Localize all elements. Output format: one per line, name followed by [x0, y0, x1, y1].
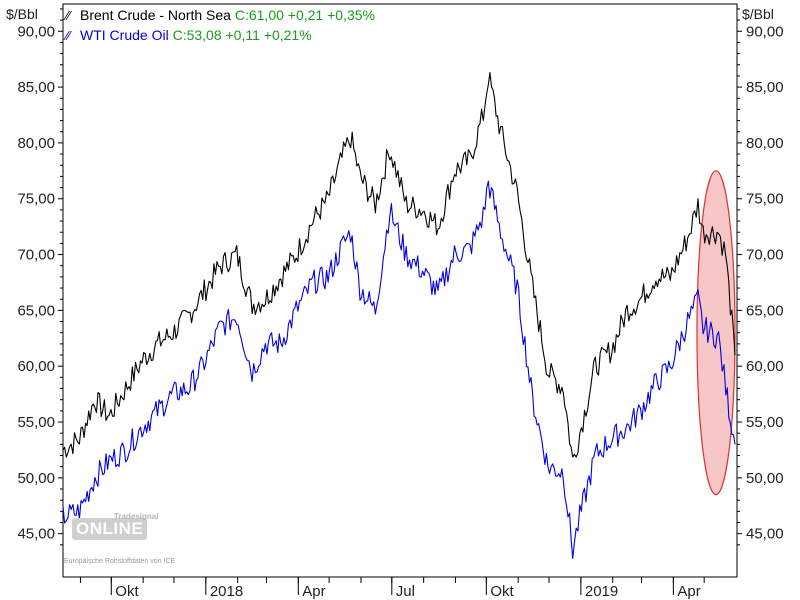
y-tick-label-left: 45,00: [17, 526, 55, 543]
y-tick-label-left: 55,00: [17, 414, 55, 431]
legend-brent-name: Brent Crude - North Sea: [80, 7, 231, 23]
y-tick-label-left: 70,00: [17, 247, 55, 264]
line-series-icon: ⁄⁄: [66, 8, 71, 23]
x-tick-label: Jul: [396, 583, 415, 600]
x-tick-label: 2018: [210, 583, 243, 600]
brent-line: [62, 72, 736, 458]
legend-brent-quote: C:61,00 +0,21 +0,35%: [234, 7, 375, 23]
y-tick-label-right: 45,00: [746, 526, 784, 543]
watermark-source-note: Europäische Rohstoffdaten von ICE: [64, 558, 176, 565]
y-tick-label-right: 65,00: [746, 302, 784, 319]
y-tick-label-left: 85,00: [17, 79, 55, 96]
y-tick-label-right: 55,00: [746, 414, 784, 431]
x-tick-label: Okt: [115, 583, 139, 600]
plot-frame: [62, 3, 738, 578]
y-tick-label-right: 90,00: [746, 23, 784, 40]
y-tick-label-left: 50,00: [17, 470, 55, 487]
y-tick-label-right: 80,00: [746, 135, 784, 152]
watermark-logo: Tradesignal ONLINE Europäische Rohstoffd…: [64, 512, 175, 565]
x-tick-label: Apr: [302, 583, 325, 600]
x-tick-label: Okt: [490, 583, 514, 600]
x-tick-label: Apr: [677, 583, 700, 600]
legend-wti-name: WTI Crude Oil: [80, 27, 169, 43]
y-tick-label-right: 75,00: [746, 191, 784, 208]
y-axis-label-right: $/Bbl: [742, 6, 774, 22]
y-tick-label-left: 80,00: [17, 135, 55, 152]
line-series-icon: ⁄⁄: [66, 28, 71, 43]
y-tick-label-left: 65,00: [17, 302, 55, 319]
legend-wti-quote: C:53,08 +0,11 +0,21%: [172, 27, 312, 43]
y-tick-label-right: 60,00: [746, 358, 784, 375]
axes-layer: 45,00 45,00 50,00 50,00 55,00 55,00 60,00 60,00…: [17, 3, 784, 600]
y-tick-label-right: 85,00: [746, 79, 784, 96]
y-tick-label-left: 60,00: [17, 358, 55, 375]
series-layer: [62, 72, 736, 559]
y-tick-label-left: 75,00: [17, 191, 55, 208]
legend-wti: ⁄⁄ WTI Crude Oil C:53,08 +0,11 +0,21%: [66, 26, 312, 45]
y-axis-label-left: $/Bbl: [6, 6, 38, 22]
y-tick-label-right: 50,00: [746, 470, 784, 487]
y-tick-label-right: 70,00: [746, 247, 784, 264]
watermark-brand-word: ONLINE: [72, 518, 148, 540]
legend-brent: ⁄⁄ Brent Crude - North Sea C:61,00 +0,21 …: [66, 6, 375, 25]
y-tick-label-left: 90,00: [17, 23, 55, 40]
x-tick-label: 2019: [585, 583, 618, 600]
wti-line: [62, 180, 736, 559]
watermark-brand-small: Tradesignal: [114, 512, 159, 521]
